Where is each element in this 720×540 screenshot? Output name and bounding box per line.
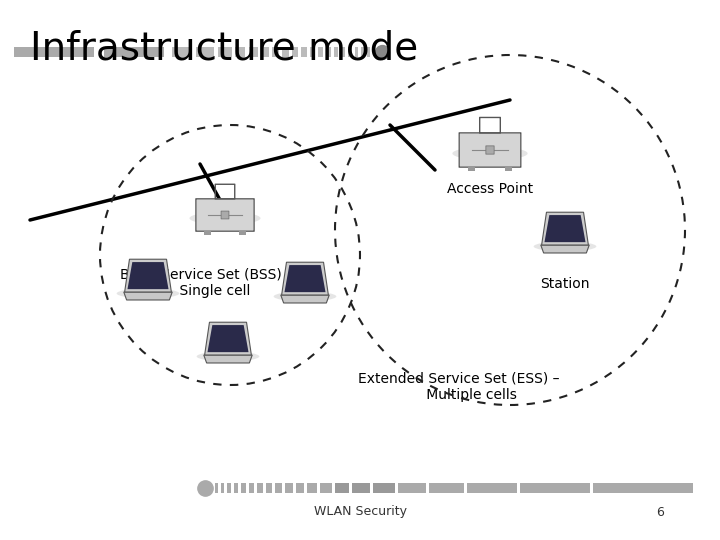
Bar [373, 483, 395, 493]
Bar [272, 47, 279, 57]
Ellipse shape [189, 212, 261, 225]
Bar [249, 483, 254, 493]
Bar [172, 47, 192, 57]
Bar [292, 47, 298, 57]
Polygon shape [541, 245, 589, 253]
Bar [361, 47, 364, 57]
Bar [266, 483, 272, 493]
Bar [261, 47, 269, 57]
Bar [352, 483, 370, 493]
Bar [310, 47, 315, 57]
Bar [204, 231, 211, 235]
Bar [275, 483, 282, 493]
Bar [14, 47, 94, 57]
Polygon shape [127, 262, 168, 289]
Bar [104, 47, 164, 57]
Bar [398, 483, 426, 493]
Polygon shape [124, 292, 172, 300]
Bar [505, 167, 512, 171]
Bar [429, 483, 464, 493]
Bar [221, 483, 224, 493]
Bar [249, 47, 258, 57]
Bar [196, 47, 214, 57]
Polygon shape [207, 325, 248, 352]
Polygon shape [204, 355, 252, 363]
Polygon shape [281, 295, 329, 303]
Bar [367, 47, 370, 57]
FancyBboxPatch shape [486, 146, 494, 154]
Ellipse shape [117, 288, 179, 299]
Bar [307, 483, 317, 493]
Bar [326, 47, 331, 57]
Text: 6: 6 [656, 505, 664, 518]
Text: Basic Service Set (BSS) –
    Single cell: Basic Service Set (BSS) – Single cell [120, 268, 293, 298]
Bar [234, 483, 238, 493]
Bar [282, 47, 289, 57]
Text: Station: Station [540, 277, 590, 291]
Polygon shape [282, 262, 328, 295]
Polygon shape [284, 265, 325, 292]
Polygon shape [544, 215, 585, 242]
Bar [235, 47, 245, 57]
Bar [218, 47, 232, 57]
FancyBboxPatch shape [196, 199, 254, 231]
Text: Extended Service Set (ESS) –
      Multiple cells: Extended Service Set (ESS) – Multiple ce… [358, 372, 559, 402]
Bar [348, 47, 352, 57]
Text: Infrastructure mode: Infrastructure mode [30, 30, 418, 68]
Bar [239, 231, 246, 235]
Bar [593, 483, 693, 493]
Bar [355, 47, 358, 57]
FancyBboxPatch shape [221, 211, 229, 219]
Ellipse shape [534, 241, 596, 252]
Bar [215, 483, 218, 493]
Polygon shape [541, 212, 588, 245]
Bar [335, 483, 349, 493]
Bar [301, 47, 307, 57]
Bar [334, 47, 338, 57]
Bar [467, 483, 517, 493]
Bar [257, 483, 263, 493]
Bar [227, 483, 231, 493]
Text: WLAN Security: WLAN Security [313, 505, 407, 518]
Bar [468, 167, 475, 171]
Ellipse shape [197, 352, 259, 361]
Text: Access Point: Access Point [447, 182, 533, 196]
Bar [320, 483, 332, 493]
Ellipse shape [274, 292, 336, 301]
Bar [296, 483, 304, 493]
Bar [318, 47, 323, 57]
Bar [520, 483, 590, 493]
Ellipse shape [452, 146, 528, 160]
FancyBboxPatch shape [459, 133, 521, 167]
Polygon shape [125, 259, 171, 292]
Polygon shape [204, 322, 251, 355]
Bar [341, 47, 345, 57]
Bar [285, 483, 293, 493]
Bar [241, 483, 246, 493]
